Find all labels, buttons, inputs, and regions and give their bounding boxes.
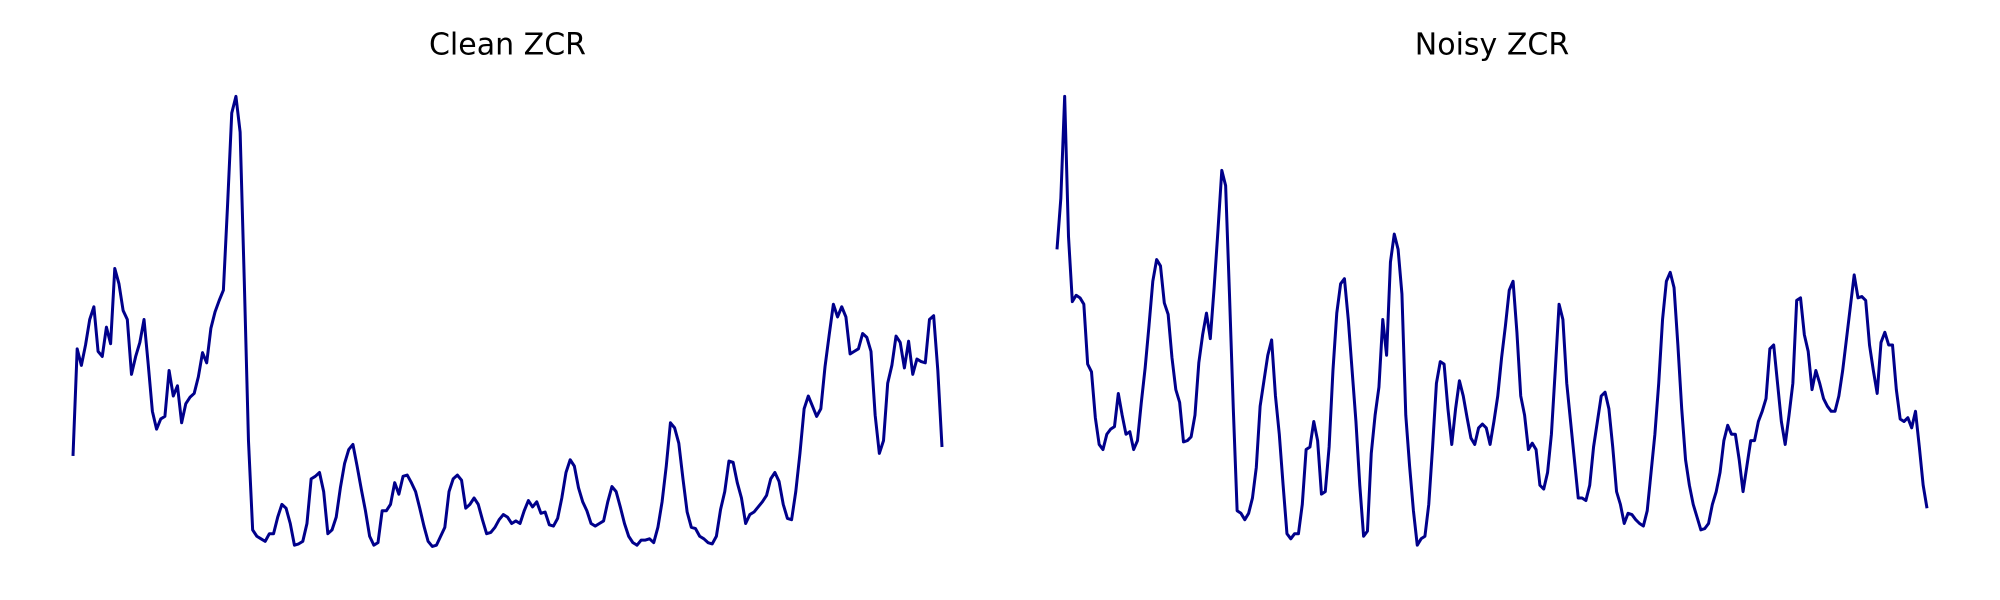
- chart-title: Noisy ZCR: [1415, 28, 1569, 63]
- line: [1055, 94, 1929, 547]
- line: [71, 94, 944, 548]
- chart-title: Clean ZCR: [429, 28, 586, 63]
